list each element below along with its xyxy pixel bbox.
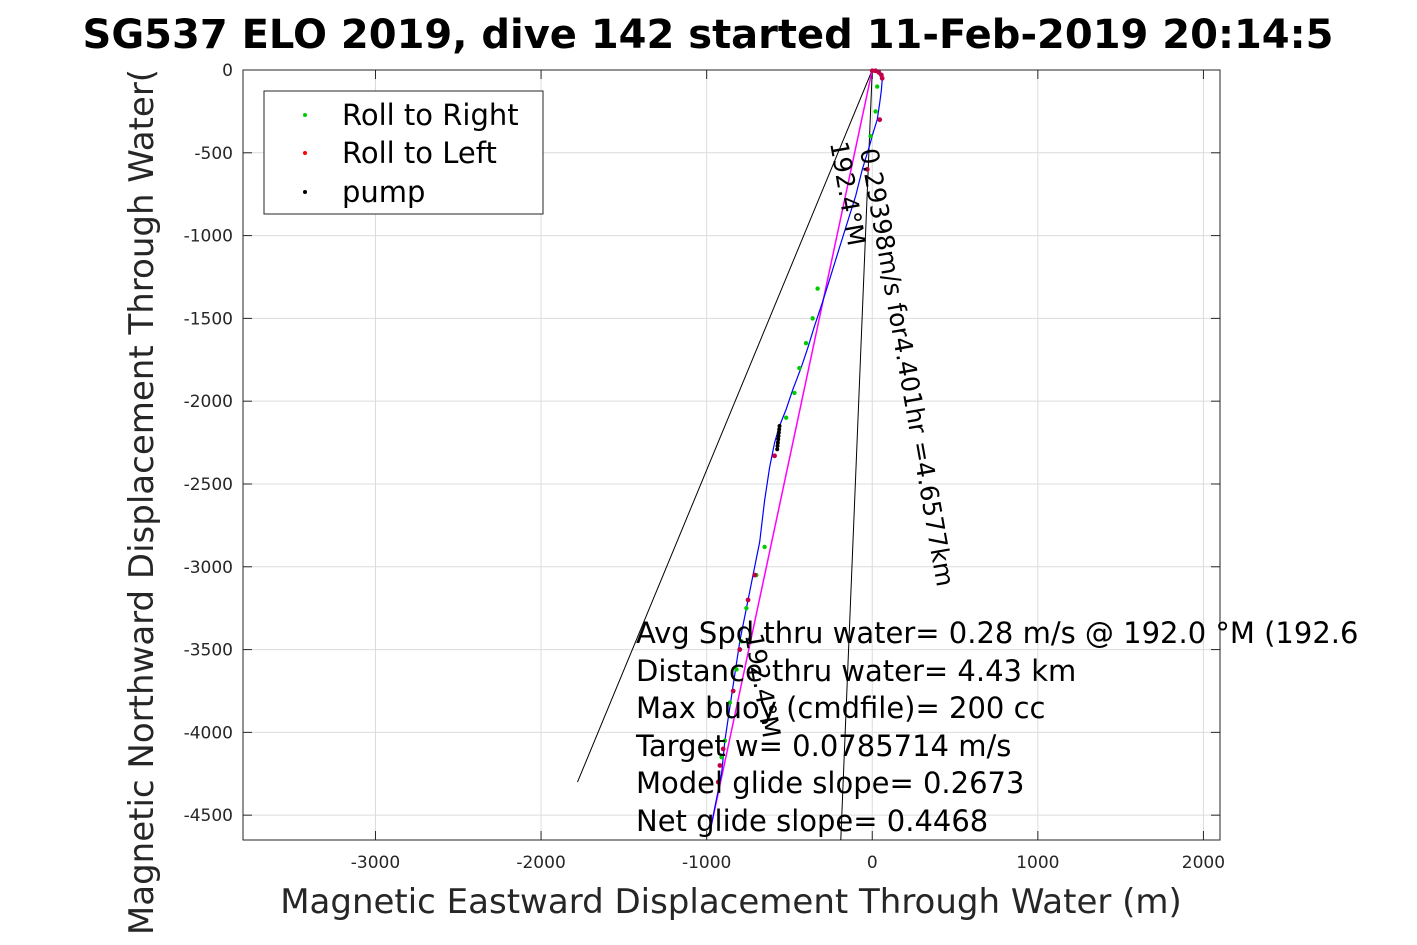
legend-label-roll-left: Roll to Left (342, 136, 497, 170)
points-group (715, 68, 885, 785)
annotation-net-glide: Net glide slope= 0.4468 (636, 804, 988, 838)
pump-point (776, 433, 781, 438)
annotation-max-buoy: Max buoy (cmdfile)= 200 cc (636, 691, 1045, 725)
line-label-speed: 0.29398m/s for4.401hr =4.6577km (854, 146, 960, 589)
x-tick-label: 0 (867, 853, 878, 873)
pump-point (775, 440, 780, 445)
y-tick-label: -3500 (184, 641, 233, 661)
roll-right-point (873, 109, 878, 114)
x-tick-label: 2000 (1182, 853, 1225, 873)
pump-point (775, 447, 780, 452)
roll-right-point (783, 415, 789, 420)
roll-left-point (737, 647, 743, 652)
roll-right-point (739, 639, 744, 644)
annotation-distance: Distance thru water= 4.43 km (636, 654, 1076, 688)
roll-right-point (797, 365, 802, 371)
roll-right-point (810, 316, 815, 321)
roll-right-point (815, 286, 820, 291)
annotation-model-glide: Model glide slope= 0.2673 (636, 766, 1024, 800)
y-axis-label: Magnetic Northward Displacement Through … (122, 69, 162, 935)
plot-area-frame (242, 69, 1221, 841)
roll-left-point (752, 572, 758, 578)
roll-right-point (734, 667, 739, 672)
roll-left-point (730, 688, 736, 694)
y-tick-label: 0 (222, 61, 233, 81)
x-axis-label: Magnetic Eastward Displacement Through W… (280, 882, 1182, 922)
roll-left-point (717, 763, 723, 768)
roll-left-point (877, 117, 883, 123)
roll-left-point (715, 779, 721, 785)
roll-right-point (792, 390, 797, 396)
y-tick-label: -2500 (184, 475, 233, 495)
y-tick-label: -4000 (184, 723, 233, 743)
roll-right-point (875, 84, 880, 89)
annotation-avg-speed: Avg Spd thru water= 0.28 m/s @ 192.0 °M … (636, 616, 1358, 650)
roll-right-point (719, 755, 724, 760)
wedge-lines (577, 69, 873, 841)
legend-marker-roll-left (303, 151, 307, 155)
roll-right-point (868, 134, 873, 139)
legend-label-pump: pump (342, 175, 425, 209)
chart-title: SG537 ELO 2019, dive 142 started 11-Feb-… (83, 12, 1334, 58)
roll-left-point (745, 597, 751, 603)
pump-point (777, 424, 782, 429)
wedge-line-1 (840, 69, 873, 841)
annotation-target-w: Target w= 0.0785714 m/s (635, 729, 1011, 763)
wedge-line-0 (577, 69, 873, 783)
roll-right-point (762, 544, 767, 550)
x-tick-label: 1000 (1016, 853, 1059, 873)
y-tick-label: -2000 (184, 392, 233, 412)
roll-left-point (720, 746, 726, 752)
roll-right-point (722, 738, 728, 743)
y-tick-label: -4500 (184, 806, 233, 826)
pump-point (776, 430, 781, 435)
legend-label-roll-right: Roll to Right (342, 98, 519, 132)
roll-left-point (772, 453, 777, 459)
x-tick-label: -2000 (516, 853, 565, 873)
pump-point (775, 443, 780, 448)
x-tick-label: -1000 (682, 853, 731, 873)
grid-lines (243, 69, 1220, 840)
pump-point (776, 437, 781, 442)
axis-ticks: -3000 -2000 -1000 0 1000 2000 0 -500 -1000 -1500 -… (184, 61, 1225, 873)
legend: Roll to Right Roll to Left pump (263, 90, 544, 215)
roll-left-point (879, 75, 885, 81)
roll-right-point (727, 700, 733, 705)
roll-right-point (803, 341, 809, 346)
annotations: Avg Spd thru water= 0.28 m/s @ 192.0 °M … (635, 616, 1358, 838)
roll-left-point (869, 68, 875, 74)
legend-marker-pump (303, 190, 307, 194)
legend-marker-roll-right (303, 113, 307, 117)
y-tick-label: -1500 (184, 309, 233, 329)
y-tick-label: -500 (194, 144, 233, 164)
pump-point (777, 427, 782, 432)
heading-line-group (709, 69, 873, 832)
heading-line (709, 69, 873, 832)
y-tick-label: -3000 (184, 558, 233, 578)
x-tick-label: -3000 (351, 853, 400, 873)
roll-right-point (744, 605, 749, 611)
legend-box (263, 90, 544, 215)
roll-left-point (864, 166, 870, 172)
y-tick-label: -1000 (184, 227, 233, 247)
